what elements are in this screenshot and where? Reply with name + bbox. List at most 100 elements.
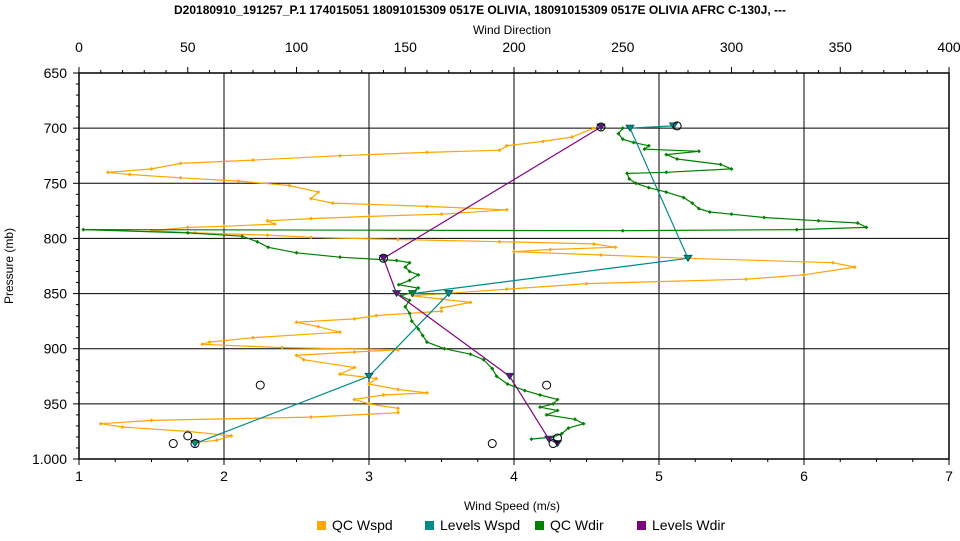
data-point-qc-wspd xyxy=(367,401,371,406)
legend-swatch-levels-wspd xyxy=(425,521,434,530)
data-point-qc-wspd xyxy=(352,397,357,402)
y-tick-label: 850 xyxy=(44,286,68,302)
data-point-qc-wspd xyxy=(613,245,618,250)
data-point-qc-wdir xyxy=(707,209,712,214)
data-point-qc-wdir xyxy=(490,366,495,371)
data-point-qc-wspd xyxy=(439,305,444,310)
data-point-qc-wspd xyxy=(127,172,132,177)
data-point-qc-wspd xyxy=(316,324,321,329)
data-point-qc-wspd xyxy=(396,410,400,415)
data-point-qc-wspd xyxy=(374,376,379,381)
data-point-qc-wdir xyxy=(266,245,271,250)
data-point-qc-wdir xyxy=(409,319,414,324)
data-point-qc-wdir xyxy=(559,431,564,436)
data-point-levels-wspd xyxy=(190,440,200,448)
data-point-qc-wspd xyxy=(251,335,255,340)
data-point-qc-wspd xyxy=(338,153,342,158)
data-point-qc-wspd xyxy=(120,425,125,430)
data-point-qc-wspd xyxy=(287,183,292,188)
x2-tick-label: 0 xyxy=(75,39,83,55)
data-point-qc-wdir xyxy=(729,166,734,171)
data-point-qc-wdir xyxy=(555,408,560,413)
data-point-qc-wdir xyxy=(864,225,869,230)
data-point-qc-wdir xyxy=(631,140,636,145)
legend-label-levels-wdir: Levels Wdir xyxy=(652,517,725,533)
circle-marker xyxy=(548,439,558,449)
data-point-qc-wdir xyxy=(522,388,527,393)
data-point-qc-wspd xyxy=(497,148,502,153)
data-point-qc-wdir xyxy=(505,382,510,387)
data-point-levels-wdir xyxy=(544,435,554,443)
data-point-qc-wdir xyxy=(664,170,669,175)
data-point-levels-wdir xyxy=(504,372,515,381)
data-point-qc-wspd xyxy=(280,345,284,350)
data-point-qc-wdir xyxy=(696,206,701,211)
x2-tick-label: 250 xyxy=(611,39,635,55)
data-point-qc-wdir xyxy=(416,326,421,331)
data-point-qc-wdir xyxy=(729,212,734,217)
series-line-qc-wspd xyxy=(100,127,855,444)
data-point-qc-wdir xyxy=(566,426,571,431)
data-point-qc-wspd xyxy=(98,421,103,426)
data-point-qc-wspd xyxy=(541,139,545,144)
data-point-qc-wdir xyxy=(481,357,486,362)
data-point-qc-wspd xyxy=(425,204,429,209)
legend-label-qc-wdir: QC Wdir xyxy=(550,517,604,533)
data-point-qc-wspd xyxy=(396,347,400,352)
data-point-levels-wspd xyxy=(364,372,374,381)
legend: QC Wspd Levels Wspd QC Wdir Levels Wdir xyxy=(317,517,725,533)
x-tick-label: 1 xyxy=(75,468,83,484)
data-point-qc-wdir xyxy=(616,131,621,136)
data-point-qc-wspd xyxy=(802,272,806,277)
x-tick-label: 6 xyxy=(800,468,808,484)
x2-tick-label: 350 xyxy=(829,39,853,55)
data-point-qc-wspd xyxy=(309,415,313,420)
circle-marker xyxy=(553,433,562,443)
y-tick-label: 800 xyxy=(44,230,68,246)
data-point-qc-wspd xyxy=(338,372,342,377)
data-point-qc-wdir xyxy=(581,421,586,426)
y-tick-label: 900 xyxy=(44,341,68,357)
data-point-qc-wspd xyxy=(570,134,574,139)
data-point-qc-wdir xyxy=(403,304,408,309)
data-point-qc-wspd xyxy=(504,207,509,212)
data-point-qc-wdir xyxy=(620,228,625,233)
data-point-qc-wspd xyxy=(316,190,321,195)
data-point-qc-wdir xyxy=(646,185,651,190)
data-point-qc-wdir xyxy=(394,258,399,263)
data-point-qc-wdir xyxy=(627,176,632,181)
data-point-qc-wdir xyxy=(416,272,421,277)
data-point-qc-wdir xyxy=(572,417,577,422)
data-point-qc-wdir xyxy=(240,234,245,239)
data-point-levels-wdir xyxy=(596,123,606,131)
legend-swatch-qc-wspd xyxy=(317,521,326,530)
x-tick-label: 5 xyxy=(655,468,663,484)
data-point-qc-wdir xyxy=(690,201,695,206)
data-point-qc-wspd xyxy=(309,196,313,201)
data-point-qc-wspd xyxy=(352,365,357,370)
data-point-qc-wspd xyxy=(396,237,400,242)
data-point-qc-wdir xyxy=(403,265,408,270)
data-point-qc-wdir xyxy=(544,412,549,417)
x2-tick-label: 100 xyxy=(285,39,309,55)
data-point-qc-wspd xyxy=(106,170,110,175)
data-point-qc-wspd xyxy=(599,252,603,257)
data-point-qc-wspd xyxy=(367,382,371,387)
data-point-qc-wdir xyxy=(407,311,412,316)
series-layer xyxy=(81,121,869,449)
data-point-qc-wspd xyxy=(504,143,509,148)
y-tick-label: 950 xyxy=(44,396,68,412)
data-point-qc-wdir xyxy=(696,149,701,154)
series-line-qc-wdir xyxy=(83,127,867,440)
data-point-qc-wdir xyxy=(407,260,412,265)
x2-tick-label: 200 xyxy=(502,39,526,55)
data-point-qc-wspd xyxy=(548,247,553,252)
data-point-qc-wspd xyxy=(265,233,270,238)
data-point-qc-wspd xyxy=(591,241,596,246)
data-point-qc-wdir xyxy=(664,152,669,157)
data-point-qc-wdir xyxy=(633,181,638,186)
data-point-qc-wspd xyxy=(214,438,219,443)
data-point-qc-wspd xyxy=(744,277,748,282)
chart-title: D20180910_191257_P.1 174015051 180910153… xyxy=(174,3,786,17)
